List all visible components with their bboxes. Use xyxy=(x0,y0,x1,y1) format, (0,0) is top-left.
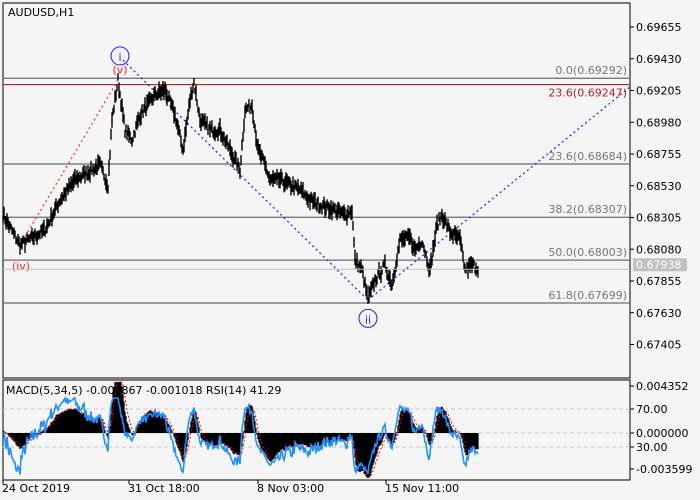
wave-line-i-ii xyxy=(122,59,369,301)
time-tick-label: 24 Oct 2019 xyxy=(2,482,70,495)
price-tick-label: 0.68755 xyxy=(636,148,682,161)
price-tick-label: 0.69430 xyxy=(636,53,682,66)
wave-label: (iv) xyxy=(12,260,30,273)
indicator-tick-label: 70.00 xyxy=(636,403,668,416)
indicator-panel[interactable] xyxy=(2,379,631,481)
chart-title: AUDUSD,H1 xyxy=(8,6,74,19)
fib-level-label: 0.0(0.69292) xyxy=(555,64,627,77)
main-panel[interactable] xyxy=(2,2,631,379)
indicator-tick-label: 0.000000 xyxy=(636,427,689,440)
wave-label: ii xyxy=(365,313,371,326)
rsi-line xyxy=(3,396,479,475)
fib-level-label: 50.0(0.68003) xyxy=(548,246,627,259)
time-tick-label: 15 Nov 11:00 xyxy=(385,482,459,495)
wave-label-circle xyxy=(110,46,130,66)
price-tick-label: 0.68530 xyxy=(636,180,682,193)
wave-projection-line xyxy=(367,86,631,301)
indicator-label: MACD(5,34,5) -0.000867 -0.001018 RSI(14)… xyxy=(6,384,281,397)
fib-level-label: 38.2(0.68307) xyxy=(548,203,627,216)
price-tick-label: 0.68980 xyxy=(636,116,682,129)
indicator-tick-label: -0.003599 xyxy=(636,463,692,476)
wave-label: (v) xyxy=(112,64,127,77)
current-price-label: 0.67938 xyxy=(636,258,682,271)
fib-level-label: 61.8(0.67699) xyxy=(548,289,627,302)
price-tick-label: 0.68305 xyxy=(636,212,682,225)
wave-label: i xyxy=(118,51,121,64)
price-tick-label: 0.68080 xyxy=(636,243,682,256)
price-tick-label: 0.67405 xyxy=(636,339,682,352)
price-tick-label: 0.69205 xyxy=(636,85,682,98)
price-tick-label: 0.67855 xyxy=(636,275,682,288)
indicator-tick-label: 30.00 xyxy=(636,441,668,454)
current-price-tag xyxy=(633,258,687,272)
indicator-tick-label: 0.004352 xyxy=(636,380,689,393)
wave-label-circle xyxy=(358,308,378,328)
fib-level-label: 23.6(0.69247) xyxy=(548,87,627,100)
time-tick-label: 8 Nov 03:00 xyxy=(257,482,324,495)
price-tick-label: 0.67630 xyxy=(636,307,682,320)
time-tick-label: 31 Oct 18:00 xyxy=(128,482,200,495)
wave-line-iv-v xyxy=(19,79,119,246)
fib-level-label: 23.6(0.68684) xyxy=(548,150,627,163)
price-tick-label: 0.69655 xyxy=(636,21,682,34)
